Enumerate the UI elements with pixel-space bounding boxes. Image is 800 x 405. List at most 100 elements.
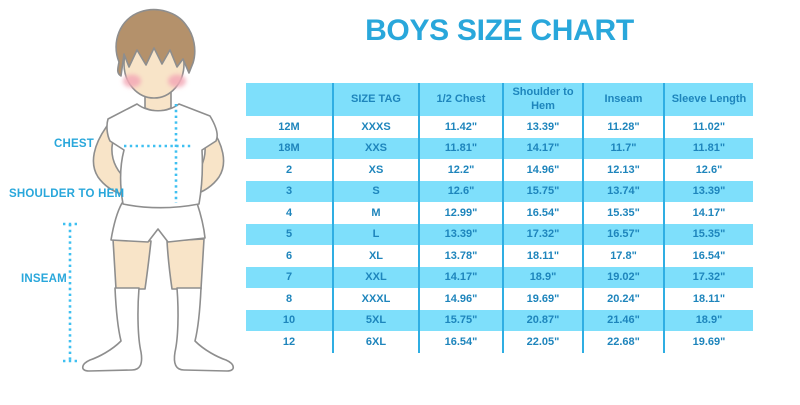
measurement-cell: 12.2" [418,159,503,181]
measurement-cell: 20.87" [502,309,583,331]
measurement-cell: 14.96" [502,159,583,181]
measurement-cell: L [332,223,419,245]
column-header: Shoulder to Hem [502,83,583,116]
size-label-cell: 12 [282,335,296,348]
measurement-cell: 15.75" [418,309,503,331]
measurement-cell: 14.17" [663,202,753,224]
measurement-cell: M [332,202,419,224]
measurement-cell: XXS [332,137,419,159]
size-label-cell: 10 [246,309,333,331]
table-row: 5 L 13.39" 17.32" 16.57" 15.35" [246,223,753,245]
size-label-cell: 8 [285,292,293,305]
measurement-cell: 16.54" [663,245,753,267]
size-label-cell: 18M [246,137,333,159]
measurement-cell: 17.32" [663,266,753,288]
table-row: 12M XXXS 11.42" 13.39" 11.28" 11.02" [246,116,753,138]
measurement-cell: XXXL [332,288,419,310]
size-label-cell: 7 [246,266,333,288]
hair [115,8,196,77]
boy-illustration [63,8,235,372]
measurement-cell: 11.28" [582,116,664,138]
measurement-cell: 17.32" [502,223,583,245]
measurement-cell: 12.99" [418,202,503,224]
measurement-cell: 19.02" [582,266,664,288]
tshirt [106,103,218,209]
measurement-cell: 14.17" [502,137,583,159]
size-label-cell: 4 [285,206,293,219]
table-row: 18M XXS 11.81" 14.17" 11.7" 11.81" [246,137,753,159]
measurement-cell: 19.69" [663,331,753,353]
measurement-cell: 13.39" [418,223,503,245]
column-header: SIZE TAG [332,83,419,116]
measurement-cell: 22.05" [502,331,583,353]
table-header: SIZE TAG 1/2 Chest Shoulder to Hem Inseam Sl… [246,83,753,116]
measurement-cell: 18.9" [502,266,583,288]
inseam-label: INSEAM [21,273,67,285]
table-row: 3 S 12.6" 15.75" 13.74" 13.39" [246,180,753,202]
measurement-cell: 13.39" [663,180,753,202]
measurement-cell: 22.68" [582,331,664,353]
measurement-cell: XS [332,159,419,181]
column-header: 1/2 Chest [418,83,503,116]
measurement-cell: 11.7" [582,137,664,159]
measurement-cell: 14.17" [418,266,503,288]
table-row: 2 XS 12.2" 14.96" 12.13" 12.6" [246,159,753,181]
measurement-cell: 12.13" [582,159,664,181]
measurement-cell: 18.11" [663,288,753,310]
left-sock [81,287,143,372]
measurement-cell: 20.24" [582,288,664,310]
measurement-cell: S [332,180,419,202]
measurement-cell: 15.35" [663,223,753,245]
measurement-cell: XXL [332,266,419,288]
table-body: 12M XXXS 11.42" 13.39" 11.28" 11.02" 18M XXS 11.… [246,116,753,353]
measurement-cell: 16.54" [418,331,503,353]
right-leg [166,238,205,290]
size-label-cell: 12M [278,120,300,133]
table-row: 10 5XL 15.75" 20.87" 21.46" 18.9" [246,309,753,331]
measurement-cell: 21.46" [582,309,664,331]
measurement-cell: 16.54" [502,202,583,224]
measurement-cell: 14.96" [418,288,503,310]
cheeks [123,74,186,88]
column-header: Sleeve Length [663,83,753,116]
shorts [110,202,206,243]
size-table: SIZE TAG 1/2 Chest Shoulder to Hem Inseam Sl… [246,83,753,353]
column-header [246,83,333,116]
measurement-cell: 19.69" [502,288,583,310]
measurement-cell: 13.39" [502,116,583,138]
measurement-cell: 15.75" [502,180,583,202]
measurement-cell: XXXS [332,116,419,138]
measurement-cell: 15.35" [582,202,664,224]
measurement-cell: 18.11" [502,245,583,267]
measurement-cell: 11.02" [663,116,753,138]
table-row: 8 XXXL 14.96" 19.69" 20.24" 18.11" [246,288,753,310]
measurement-cell: 13.78" [418,245,503,267]
chest-label: CHEST [54,138,94,150]
measurement-cell: 5XL [332,309,419,331]
measurement-cell: 11.81" [418,137,503,159]
measurement-cell: 11.81" [663,137,753,159]
measurement-cell: 16.57" [582,223,664,245]
table-row: 6 XL 13.78" 18.11" 17.8" 16.54" [246,245,753,267]
right-sock [173,287,235,372]
measurement-cell: 11.42" [418,116,503,138]
chart-title: BOYS SIZE CHART [365,14,634,47]
table-row: 12 6XL 16.54" 22.05" 22.68" 19.69" [246,331,753,353]
shoulder-to-hem-label: SHOULDER TO HEM [9,188,125,200]
table-row: 7 XXL 14.17" 18.9" 19.02" 17.32" [246,266,753,288]
measurement-cell: 17.8" [582,245,664,267]
left-leg [112,238,152,290]
measurement-cell: 13.74" [582,180,664,202]
header-row: SIZE TAG 1/2 Chest Shoulder to Hem Inseam Sl… [246,83,753,116]
measurement-cell: 6XL [332,331,419,353]
measurement-cell: 12.6" [418,180,503,202]
left-cheek [123,74,141,88]
size-label-cell: 2 [285,163,293,176]
measurement-cell: XL [332,245,419,267]
measurement-cell: 12.6" [663,159,753,181]
column-header: Inseam [582,83,664,116]
boy-figure: CHEST SHOULDER TO HEM INSEAM [0,0,260,400]
right-cheek [168,74,186,88]
table-row: 4 M 12.99" 16.54" 15.35" 14.17" [246,202,753,224]
